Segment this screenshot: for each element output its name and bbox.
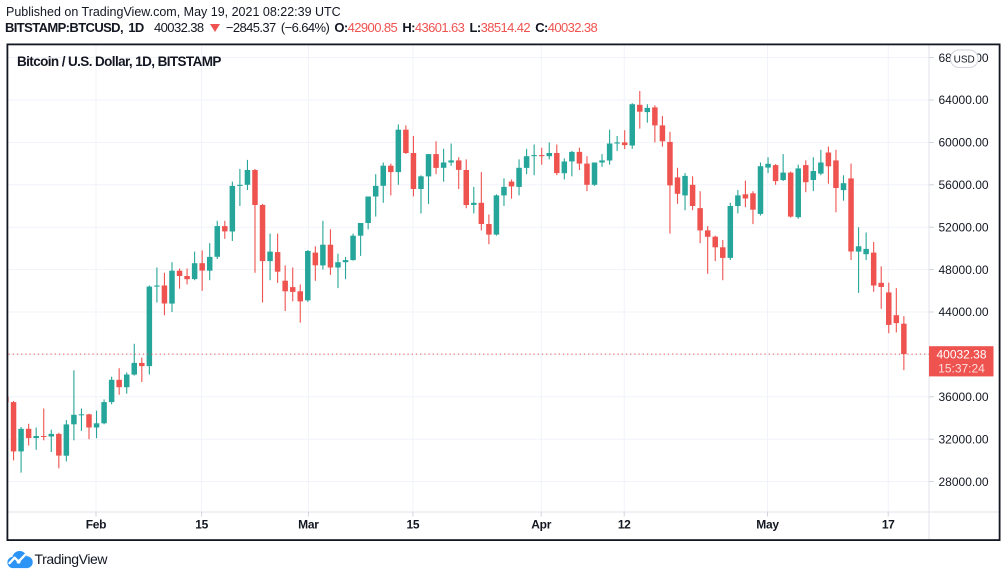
svg-text:56000.00: 56000.00	[939, 178, 989, 192]
svg-text:36000.00: 36000.00	[939, 390, 989, 404]
svg-text:USD: USD	[954, 55, 975, 66]
svg-text:40032.38: 40032.38	[936, 347, 986, 361]
svg-text:64000.00: 64000.00	[939, 93, 989, 107]
svg-text:28000.00: 28000.00	[939, 475, 989, 489]
svg-text:Apr: Apr	[531, 518, 551, 532]
svg-text:44000.00: 44000.00	[939, 305, 989, 319]
svg-text:15:37:24: 15:37:24	[938, 361, 985, 375]
svg-text:Mar: Mar	[298, 518, 319, 532]
svg-text:17: 17	[882, 518, 895, 532]
svg-text:32000.00: 32000.00	[939, 432, 989, 446]
svg-text:48000.00: 48000.00	[939, 263, 989, 277]
svg-text:May: May	[756, 518, 779, 532]
svg-text:15: 15	[407, 518, 420, 532]
svg-text:60000.00: 60000.00	[939, 136, 989, 150]
svg-text:15: 15	[195, 518, 208, 532]
svg-text:Feb: Feb	[86, 518, 106, 532]
svg-text:Bitcoin / U.S. Dollar, 1D, BIT: Bitcoin / U.S. Dollar, 1D, BITSTAMP	[17, 54, 221, 69]
svg-text:12: 12	[618, 518, 631, 532]
svg-text:52000.00: 52000.00	[939, 220, 989, 234]
